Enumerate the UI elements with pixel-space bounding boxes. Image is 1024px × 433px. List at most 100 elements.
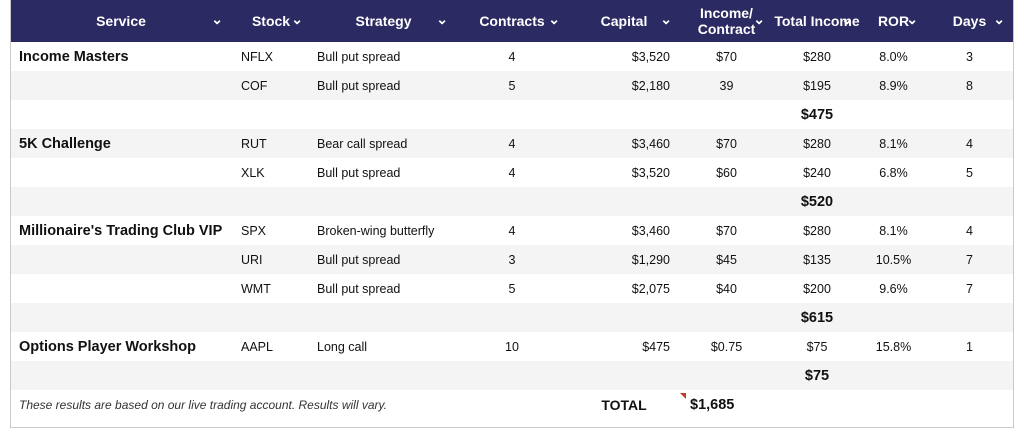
empty-cell xyxy=(861,390,926,419)
contracts-cell: 4 xyxy=(508,165,516,180)
days-cell: 7 xyxy=(966,281,973,296)
strategy-cell: Bear call spread xyxy=(311,129,456,158)
service-cell-empty xyxy=(11,245,231,274)
empty-cell xyxy=(231,100,311,129)
chevron-down-icon[interactable]: ⌄ xyxy=(906,11,918,27)
subtotal-row: $475 xyxy=(11,100,1013,129)
service-name: Options Player Workshop xyxy=(19,338,196,355)
chevron-down-icon[interactable]: ⌄ xyxy=(291,11,303,27)
income-per-contract-cell: $40 xyxy=(716,281,737,296)
stock-cell: URI xyxy=(231,245,311,274)
contracts-cell: 4 xyxy=(508,49,516,64)
table-row: Income Masters NFLX Bull put spread 4 $3,520… xyxy=(11,42,1013,71)
ror-cell: 9.6% xyxy=(879,281,908,296)
column-header-label: Contracts xyxy=(479,13,545,29)
empty-cell xyxy=(231,361,311,390)
total-income-cell: $280 xyxy=(803,223,831,238)
total-income-cell: $75 xyxy=(806,339,828,354)
column-header-days[interactable]: Days ⌄ xyxy=(926,0,1013,42)
capital-cell: $475 xyxy=(642,339,670,354)
subtotal-value: $615 xyxy=(773,303,861,332)
column-header-service[interactable]: Service ⌄ xyxy=(11,0,231,42)
empty-cell xyxy=(926,390,1013,419)
column-header-ror[interactable]: ROR ⌄ xyxy=(861,0,926,42)
total-income-cell: $135 xyxy=(773,245,861,274)
empty-cell xyxy=(568,100,680,129)
empty-cell xyxy=(926,361,1013,390)
strategy-cell: Bull put spread xyxy=(311,71,456,100)
ror-cell: 10.5% xyxy=(861,245,926,274)
empty-cell xyxy=(680,187,773,216)
empty-cell xyxy=(231,303,311,332)
empty-cell xyxy=(11,100,231,129)
column-header-total-income[interactable]: Total Income ⌄ xyxy=(773,0,861,42)
capital-cell: $1,290 xyxy=(568,245,680,274)
results-table: Service ⌄ Stock ⌄ Strategy ⌄ Contracts ⌄ Capital… xyxy=(11,0,1013,419)
chevron-down-icon[interactable]: ⌄ xyxy=(211,11,223,27)
total-income-cell: $240 xyxy=(803,165,831,180)
income-per-contract-cell: $60 xyxy=(716,165,737,180)
comment-marker-icon[interactable] xyxy=(680,393,686,399)
contracts-cell: 10 xyxy=(505,339,519,354)
days-cell: 5 xyxy=(966,165,973,180)
column-header-contracts[interactable]: Contracts ⌄ xyxy=(456,0,568,42)
empty-cell xyxy=(861,100,926,129)
empty-cell xyxy=(456,100,568,129)
header-row: Service ⌄ Stock ⌄ Strategy ⌄ Contracts ⌄ Capital… xyxy=(11,0,1013,42)
empty-cell xyxy=(568,187,680,216)
ror-cell: 8.1% xyxy=(879,223,908,238)
column-header-stock[interactable]: Stock ⌄ xyxy=(231,0,311,42)
column-header-label: Days xyxy=(952,13,987,29)
results-sheet: Service ⌄ Stock ⌄ Strategy ⌄ Contracts ⌄ Capital… xyxy=(10,0,1014,428)
column-header-label: Income/ Contract xyxy=(697,5,756,37)
stock-cell: WMT xyxy=(241,281,271,296)
empty-cell xyxy=(568,361,680,390)
subtotal-row: $520 xyxy=(11,187,1013,216)
ror-cell: 8.0% xyxy=(879,49,908,64)
chevron-down-icon[interactable]: ⌄ xyxy=(993,11,1005,27)
service-name: Millionaire's Trading Club VIP xyxy=(19,222,223,239)
days-cell: 4 xyxy=(926,129,1013,158)
empty-cell xyxy=(456,187,568,216)
chevron-down-icon[interactable]: ⌄ xyxy=(436,11,448,27)
capital-cell: $3,520 xyxy=(631,165,670,180)
total-income-cell: $280 xyxy=(803,49,831,64)
income-per-contract-cell: $0.75 xyxy=(710,339,743,354)
total-income-cell: $195 xyxy=(773,71,861,100)
income-per-contract-cell: $70 xyxy=(716,49,737,64)
empty-cell xyxy=(680,361,773,390)
table-row: Millionaire's Trading Club VIP SPX Broken-… xyxy=(11,216,1013,245)
ror-cell: 8.1% xyxy=(861,129,926,158)
column-header-label: ROR xyxy=(877,13,910,29)
capital-cell: $3,460 xyxy=(568,129,680,158)
service-name: Income Masters xyxy=(19,48,129,65)
capital-cell: $2,075 xyxy=(631,281,670,296)
disclaimer-note: These results are based on our live trad… xyxy=(11,390,456,419)
strategy-cell: Broken-wing butterfly xyxy=(317,223,435,238)
service-cell-empty xyxy=(11,71,231,100)
capital-cell: $3,520 xyxy=(631,49,670,64)
stock-cell: NFLX xyxy=(241,49,273,64)
column-header-capital[interactable]: Capital ⌄ xyxy=(568,0,680,42)
stock-cell: RUT xyxy=(231,129,311,158)
chevron-down-icon[interactable]: ⌄ xyxy=(660,11,672,27)
column-header-strategy[interactable]: Strategy ⌄ xyxy=(311,0,456,42)
empty-cell xyxy=(231,187,311,216)
empty-cell xyxy=(861,361,926,390)
contracts-cell: 4 xyxy=(456,129,568,158)
chevron-down-icon[interactable]: ⌄ xyxy=(841,11,853,27)
footer-row: These results are based on our live trad… xyxy=(11,390,1013,419)
column-header-label: Service xyxy=(96,13,146,29)
table-row: Options Player Workshop AAPL Long call 10 $4… xyxy=(11,332,1013,361)
empty-cell xyxy=(926,303,1013,332)
strategy-cell: Bull put spread xyxy=(317,165,401,180)
chevron-down-icon[interactable]: ⌄ xyxy=(753,11,765,27)
column-header-label: Total Income xyxy=(774,13,860,29)
column-header-income-per-contract[interactable]: Income/ Contract ⌄ xyxy=(680,0,773,42)
stock-cell: SPX xyxy=(241,223,267,238)
empty-cell xyxy=(680,303,773,332)
total-label: TOTAL xyxy=(568,390,680,419)
strategy-cell: Long call xyxy=(317,339,368,354)
chevron-down-icon[interactable]: ⌄ xyxy=(548,11,560,27)
ror-cell: 6.8% xyxy=(879,165,908,180)
